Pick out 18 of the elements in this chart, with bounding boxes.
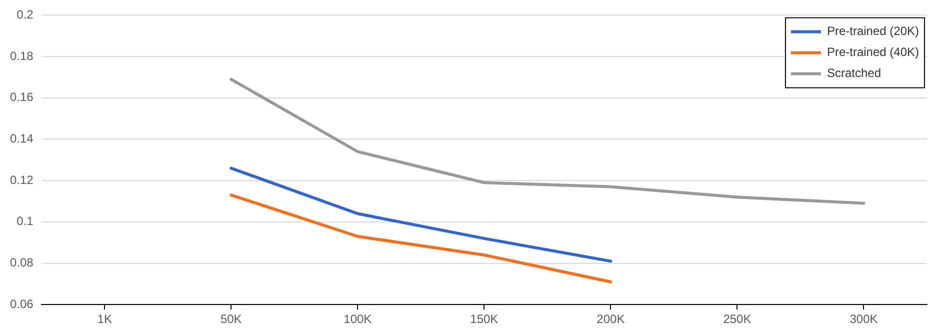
x-tick-label: 150K [470,312,498,326]
x-tick-label: 250K [723,312,752,326]
x-tick-label: 1K [97,312,112,326]
x-tick-label: 200K [596,312,625,326]
x-tick-label: 50K [220,312,242,326]
x-tick-label: 100K [344,312,372,326]
legend-label: Pre-trained (20K) [826,24,920,38]
y-tick-label: 0.14 [10,132,34,146]
y-tick-label: 0.16 [10,90,34,104]
y-tick-label: 0.2 [16,8,34,22]
legend-label: Pre-trained (40K) [826,45,920,60]
y-tick-label: 0.06 [10,296,34,311]
x-tick-label: 300K [850,312,878,326]
y-tick-label: 0.18 [10,48,34,63]
y-tick-label: 0.1 [16,214,34,228]
y-tick-label: 0.12 [10,172,34,187]
legend-label: Scratched [826,66,881,80]
y-tick-label: 0.08 [10,256,34,270]
